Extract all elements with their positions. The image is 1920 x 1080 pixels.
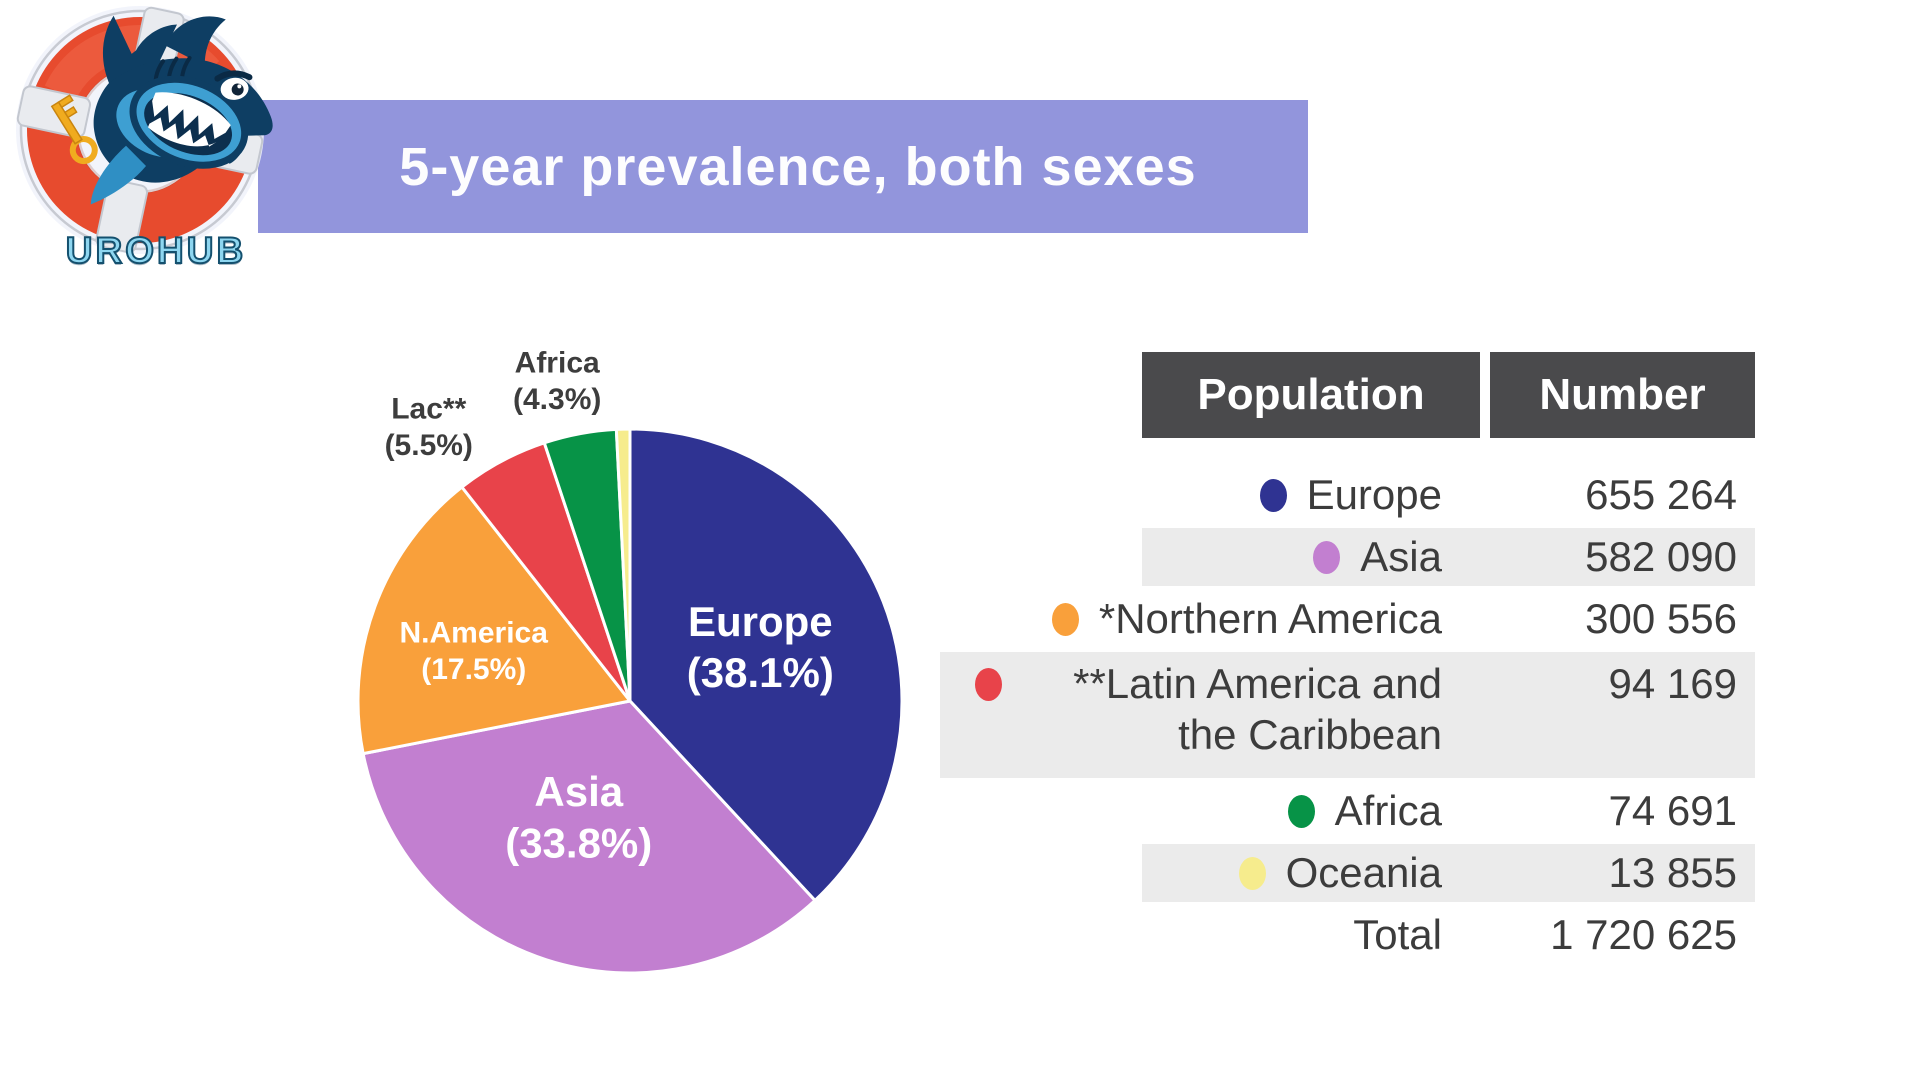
table-row: **Latin America and the Caribbean 94 169 (940, 652, 1755, 778)
pie-label: Africa (515, 347, 600, 380)
row-label: Oceania (1285, 849, 1442, 897)
row-label: **Latin America and the Caribbean (1073, 660, 1442, 759)
pie-slice--northern-america (356, 485, 632, 756)
row-label: Europe (1306, 471, 1442, 519)
legend-dot (1238, 856, 1266, 890)
row-number: 300 556 (1585, 595, 1737, 643)
row-label: *Northern America (1098, 595, 1442, 643)
legend-dot (1313, 540, 1341, 574)
row-number: 655 264 (1585, 471, 1737, 519)
legend-dot (975, 668, 1002, 701)
pie-label: Asia (534, 768, 623, 815)
table-row: Asia 582 090 (1142, 528, 1755, 586)
legend-dot (1259, 478, 1287, 512)
pie-label: (38.1%) (687, 649, 834, 696)
row-label: Africa (1334, 787, 1442, 835)
table-row-total: Total 1 720 625 (940, 906, 1755, 964)
pie-label: (33.8%) (505, 819, 652, 866)
pie-label: (5.5%) (385, 429, 473, 462)
pie-label: Lac** (391, 392, 466, 425)
table-row: *Northern America 300 556 (940, 590, 1755, 648)
table-body: Europe 655 264 Asia 582 090 *Northern Americ… (940, 466, 1755, 968)
row-number: 94 169 (1608, 660, 1737, 707)
table-header-population: Population (1142, 352, 1480, 438)
table-header-number: Number (1490, 352, 1755, 438)
brand-wordmark: UROHUB (65, 229, 247, 272)
pie-slice-asia (361, 699, 817, 975)
legend-dot (1287, 794, 1315, 828)
pie-slice-europe (628, 427, 904, 902)
row-number: 582 090 (1585, 533, 1737, 581)
table-row: Oceania 13 855 (1142, 844, 1755, 902)
row-number: 74 691 (1608, 787, 1737, 835)
key-icon (50, 94, 98, 165)
row-number: 1 720 625 (1550, 911, 1737, 959)
pie-chart: Europe(38.1%) Asia(33.8%) N.America (17.5%)… (356, 347, 904, 975)
pie-label: N.America (400, 616, 549, 649)
legend-dot (1051, 602, 1079, 636)
table-row: Africa 74 691 (940, 782, 1755, 840)
table-row: Europe 655 264 (940, 466, 1755, 524)
pie-label: (4.3%) (513, 383, 601, 416)
row-label: Asia (1360, 533, 1442, 581)
pie-chart-area: Europe (38.1%) Asia (33.8%) N.America (17.5%)… (280, 330, 980, 1030)
urohub-logo: UROHUB (8, 0, 280, 286)
shark (90, 15, 273, 205)
row-label: Total (1353, 911, 1442, 959)
shark-lifebuoy-icon (16, 6, 273, 254)
pie-label: (17.5%) (421, 653, 526, 686)
row-number: 13 855 (1608, 849, 1737, 897)
title-banner: 5-year prevalence, both sexes (258, 100, 1308, 233)
pie-slice-oceania (614, 427, 632, 703)
banner-title: 5-year prevalence, both sexes (399, 136, 1197, 197)
pie-label: Europe (688, 598, 833, 645)
